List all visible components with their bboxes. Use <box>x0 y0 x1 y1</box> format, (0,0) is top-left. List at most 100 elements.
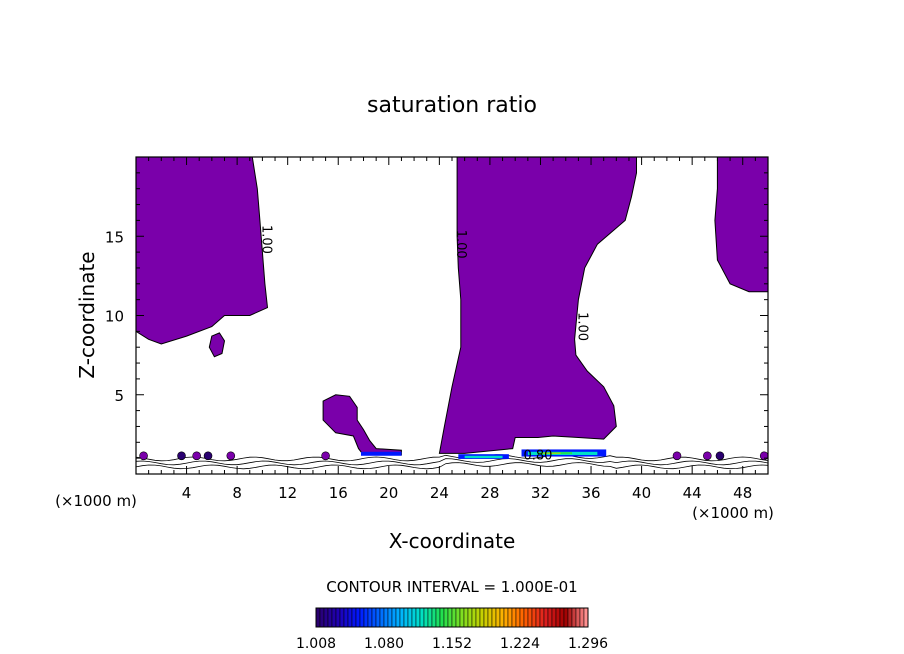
x-tick-label: 36 <box>581 484 600 502</box>
y-axis-label: Z-coordinate <box>75 251 99 378</box>
colorbar-cell <box>351 607 357 628</box>
colorbar-cell <box>451 607 457 628</box>
colorbar-cell <box>543 607 549 628</box>
colorbar-cell <box>343 607 349 628</box>
surface-blob <box>715 451 725 461</box>
colorbar-cell <box>547 607 553 628</box>
colorbar-cell <box>427 607 433 628</box>
region-central-cloud <box>438 156 637 454</box>
colorbar-cell <box>483 607 489 628</box>
x-tick-label: 8 <box>232 484 242 502</box>
colorbar-tick-label: 1.224 <box>500 636 540 652</box>
colorbar-cell <box>367 607 373 628</box>
colorbar-cell <box>375 607 381 628</box>
x-axis-ticks: 4 8 12 16 20 24 28 32 36 40 44 48 <box>148 157 756 502</box>
contour-interval-label: CONTOUR INTERVAL = 1.000E-01 <box>326 578 577 596</box>
colorbar-cell <box>491 607 497 628</box>
contour-label: 0.80 <box>523 449 552 464</box>
colorbar-cell <box>415 607 421 628</box>
colorbar-cell <box>443 607 449 628</box>
colorbar-cell <box>439 607 445 628</box>
colorbar-cell <box>383 607 389 628</box>
colorbar-cell <box>511 607 517 628</box>
surface-strip <box>543 452 561 454</box>
colorbar-cell <box>567 607 573 628</box>
colorbar-cell <box>503 607 509 628</box>
colorbar-cell <box>507 607 513 628</box>
colorbar-cell <box>411 607 417 628</box>
colorbar-cell <box>495 607 501 628</box>
colorbar-cell <box>419 607 425 628</box>
colorbar-cell <box>559 607 565 628</box>
saturation-fill-layer <box>135 156 769 456</box>
y-tick-label: 10 <box>105 308 124 326</box>
surface-blob <box>321 451 330 461</box>
colorbar-cell <box>467 607 473 628</box>
surface-strip <box>464 455 503 459</box>
colorbar-tick-label: 1.008 <box>296 636 336 652</box>
colorbar-cell <box>391 607 397 628</box>
colorbar-cell <box>327 607 333 628</box>
colorbar-cell <box>475 607 481 628</box>
contour-label: 1.00 <box>258 225 273 254</box>
colorbar-tick-labels: 1.008 1.080 1.152 1.224 1.296 <box>296 636 608 652</box>
colorbar-cell <box>323 607 329 628</box>
colorbar-cell <box>523 607 529 628</box>
colorbar-tick-label: 1.296 <box>568 636 608 652</box>
surface-contour-line <box>135 458 769 466</box>
x-unit-left: (×1000 m) <box>55 492 137 510</box>
surface-blob <box>177 451 186 461</box>
colorbar-cell <box>459 607 465 628</box>
colorbar-cell <box>387 607 393 628</box>
colorbar-cell <box>447 607 453 628</box>
colorbar-cell <box>479 607 485 628</box>
y-tick-label: 15 <box>105 228 124 246</box>
colorbar-cell <box>379 607 385 628</box>
x-tick-label: 44 <box>683 484 702 502</box>
x-tick-label: 16 <box>329 484 348 502</box>
colorbar-cell <box>339 607 345 628</box>
colorbar-cell <box>463 607 469 628</box>
colorbar-cell <box>499 607 505 628</box>
colorbar-cell <box>531 607 537 628</box>
colorbar-cell <box>371 607 377 628</box>
contour-label: 1.00 <box>453 230 468 259</box>
y-axis-ticks: 5 10 15 <box>105 172 768 459</box>
colorbar-frame <box>315 607 589 628</box>
colorbar-cell <box>539 607 545 628</box>
colorbar-cell <box>347 607 353 628</box>
colorbar-cell <box>423 607 429 628</box>
x-tick-label: 40 <box>632 484 651 502</box>
surface-contour-line <box>135 454 769 462</box>
contour-label-layer: 1.00 1.00 1.00 0.80 <box>258 225 589 464</box>
region-mushroom <box>322 394 402 456</box>
colorbar-cell <box>471 607 477 628</box>
region-small-blob <box>208 332 226 358</box>
colorbar-cell <box>571 607 577 628</box>
colorbar-cell <box>319 607 325 628</box>
x-tick-label: 48 <box>733 484 752 502</box>
contour-label: 1.00 <box>574 312 589 341</box>
colorbar-cell <box>487 607 493 628</box>
colorbar-cell <box>515 607 521 628</box>
surface-contour-band <box>135 449 769 470</box>
colorbar-cell <box>335 607 341 628</box>
surface-blob <box>226 451 236 461</box>
x-tick-label: 32 <box>531 484 550 502</box>
colorbar-cell <box>519 607 525 628</box>
colorbar <box>315 607 589 628</box>
surface-blob <box>192 451 201 461</box>
colorbar-cell <box>399 607 405 628</box>
colorbar-cell <box>563 607 569 628</box>
colorbar-cell <box>583 607 589 628</box>
chart-title: saturation ratio <box>367 93 537 118</box>
colorbar-cell <box>535 607 541 628</box>
colorbar-cell <box>395 607 401 628</box>
x-tick-label: 28 <box>480 484 499 502</box>
colorbar-cell <box>363 607 369 628</box>
colorbar-tick-label: 1.080 <box>364 636 404 652</box>
colorbar-cell <box>555 607 561 628</box>
colorbar-cell <box>527 607 533 628</box>
surface-blob <box>672 451 682 461</box>
